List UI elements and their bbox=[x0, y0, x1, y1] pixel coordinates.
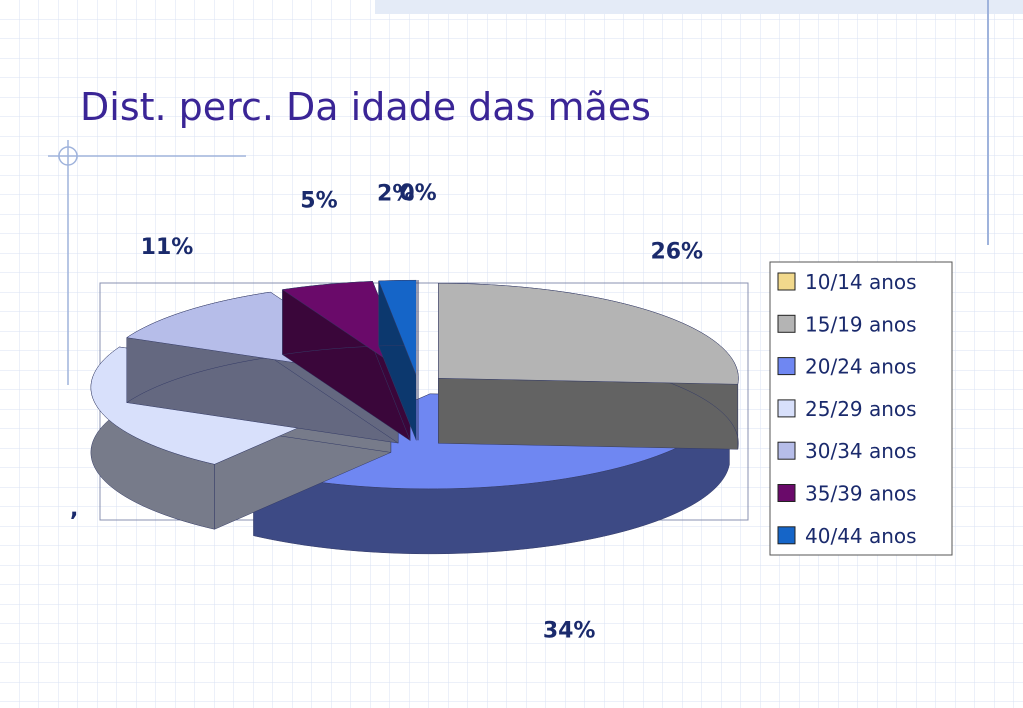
legend-swatch bbox=[777, 272, 796, 291]
legend-swatch bbox=[777, 399, 796, 418]
legend-label: 25/29 anos bbox=[805, 397, 917, 421]
legend-label: 40/44 anos bbox=[805, 524, 917, 548]
data-label: , bbox=[70, 497, 78, 522]
pie bbox=[90, 279, 739, 555]
data-label: 2% bbox=[377, 181, 414, 206]
slice bbox=[438, 283, 739, 385]
legend-label: 20/24 anos bbox=[805, 355, 917, 379]
chart-title: Dist. perc. Da idade das mães bbox=[80, 85, 651, 129]
data-label: 26% bbox=[650, 239, 703, 264]
legend bbox=[769, 261, 953, 556]
data-label: 0% bbox=[399, 181, 436, 206]
legend-swatch bbox=[777, 526, 796, 545]
legend-label: 15/19 anos bbox=[805, 312, 917, 336]
data-label: 5% bbox=[300, 188, 337, 213]
slice bbox=[378, 279, 417, 376]
labels: 0% 26% 34%, 11% 5% 2% bbox=[70, 181, 703, 643]
data-label: 34% bbox=[543, 618, 596, 643]
legend-swatch bbox=[777, 441, 796, 460]
legend-swatch bbox=[777, 314, 796, 333]
decor-circle bbox=[58, 146, 78, 166]
legend-entries: 10/14 anos 15/19 anos 20/24 anos 25/29 anos… bbox=[777, 270, 917, 548]
slice bbox=[281, 281, 411, 377]
top-band bbox=[375, 0, 1023, 14]
legend-swatch bbox=[777, 484, 796, 502]
legend-label: 35/39 anos bbox=[805, 482, 917, 506]
legend-label: 30/34 anos bbox=[805, 439, 917, 463]
data-label: 11% bbox=[141, 235, 194, 260]
legend-label: 10/14 anos bbox=[805, 270, 917, 294]
legend-swatch bbox=[777, 357, 796, 376]
